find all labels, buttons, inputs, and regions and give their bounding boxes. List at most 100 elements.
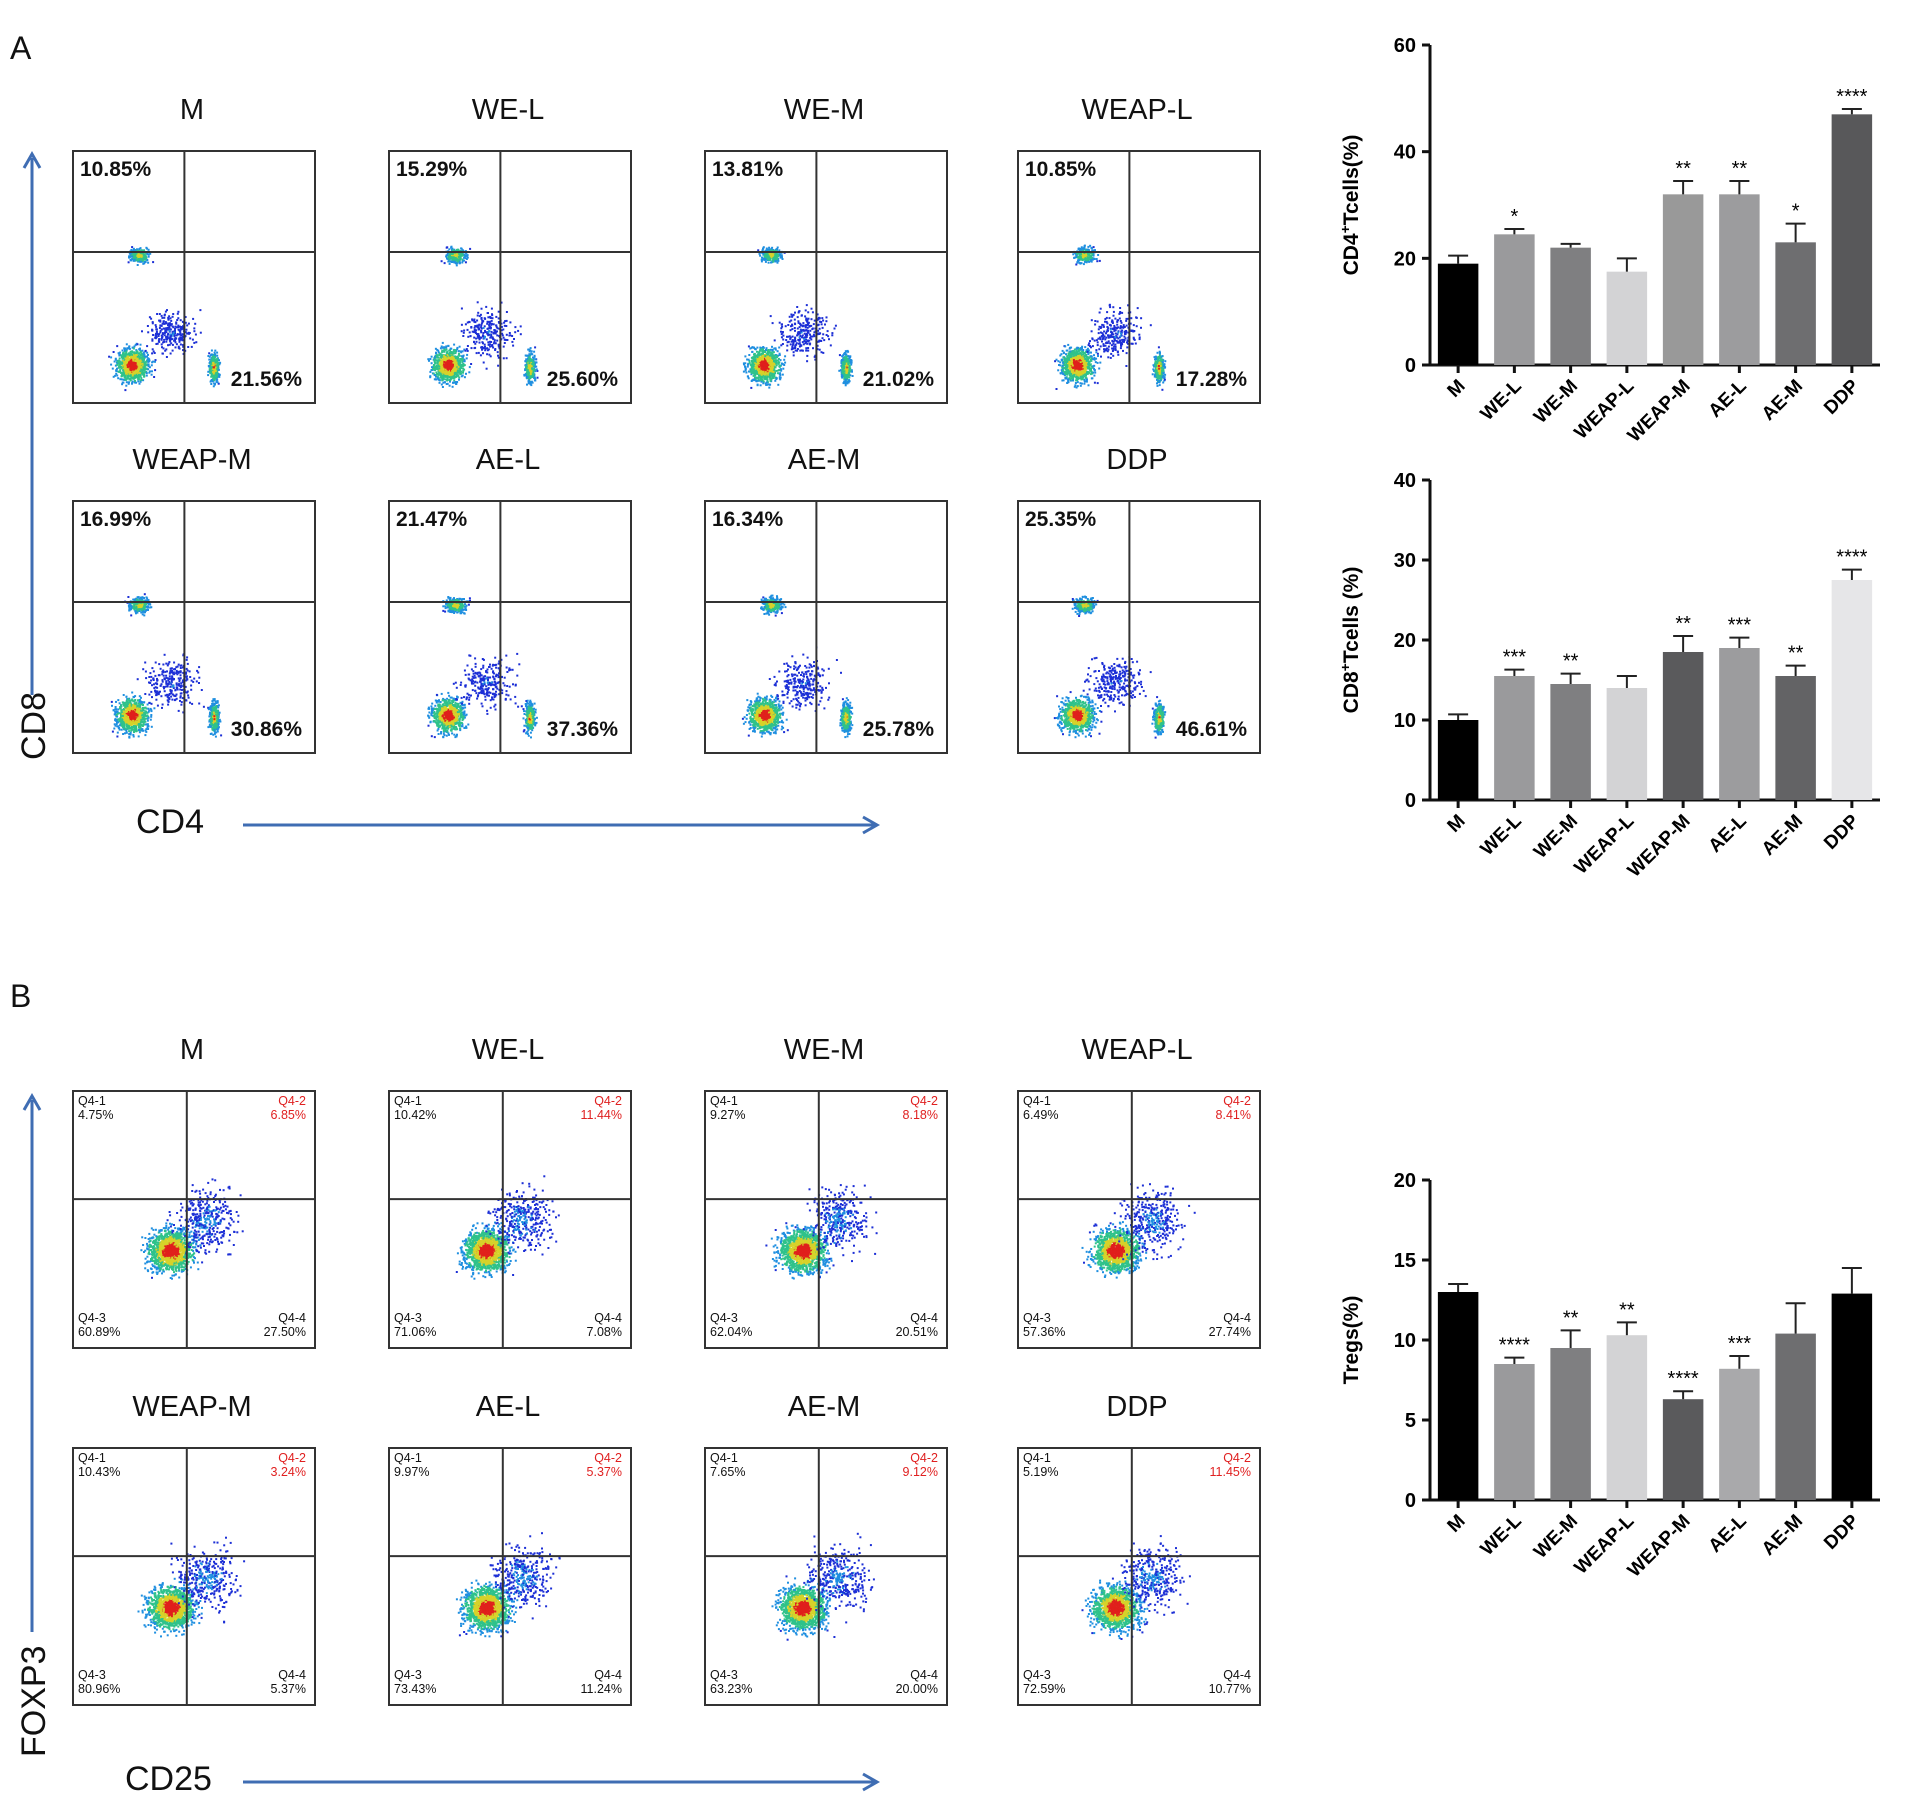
bar	[1606, 271, 1648, 365]
quadrant-q4-value: 11.24%	[542, 1682, 622, 1696]
flow-dot-plot	[72, 1090, 316, 1349]
quadrant-q4-value: 27.74%	[1171, 1325, 1251, 1339]
y-axis-title: CD4+Tcells(%)	[1337, 135, 1363, 276]
y-tick-label: 10	[1394, 710, 1416, 732]
flow-dot-plot	[1017, 150, 1261, 404]
flow-dot-plot	[1017, 500, 1261, 754]
x-tick-label: AE-M	[1758, 811, 1807, 860]
x-tick-label: AE-L	[1705, 810, 1751, 856]
bar	[1550, 247, 1591, 365]
bar	[1606, 688, 1648, 800]
significance-label: *	[1792, 201, 1800, 223]
bar	[1550, 1348, 1591, 1500]
tregs-bar-chart: 05101520Tregs(%)M****WE-L**WE-M**WEAP-L*…	[1340, 1170, 1880, 1582]
quadrant-q4-value: 5.37%	[226, 1682, 306, 1696]
quadrant-q2-label: Q4-2	[542, 1094, 622, 1108]
y-tick-label: 5	[1405, 1410, 1416, 1432]
flow-plot-title: WE-L	[348, 94, 668, 127]
quadrant-q4-label: Q4-4	[542, 1668, 622, 1682]
bar	[1494, 676, 1535, 800]
flow-dot-plot	[704, 500, 948, 754]
flow-dot-plot	[388, 500, 632, 754]
quadrant-q1-label: Q4-1	[710, 1451, 738, 1465]
bar	[1662, 194, 1704, 365]
quadrant-q3-label: Q4-3	[1023, 1668, 1051, 1682]
lower-right-percent: 25.78%	[854, 718, 934, 742]
y-tick-label: 10	[1394, 1330, 1416, 1352]
quadrant-q2-label: Q4-2	[226, 1451, 306, 1465]
x-tick-label: M	[1444, 376, 1470, 402]
flow-dot-plot	[704, 150, 948, 404]
flow-dot-plot	[704, 1447, 948, 1706]
quadrant-q1-value: 10.42%	[394, 1108, 436, 1122]
quadrant-q1-label: Q4-1	[1023, 1451, 1051, 1465]
y-tick-label: 0	[1405, 790, 1416, 812]
bar	[1719, 648, 1760, 800]
panel-b-x-arrow	[243, 1772, 883, 1792]
significance-label: **	[1675, 613, 1691, 635]
significance-label: ****	[1668, 1368, 1699, 1390]
upper-left-percent: 21.47%	[396, 508, 467, 532]
bar	[1662, 1399, 1704, 1500]
x-tick-label: AE-L	[1705, 375, 1751, 421]
significance-label: **	[1675, 158, 1691, 180]
quadrant-q1-label: Q4-1	[710, 1094, 738, 1108]
y-tick-label: 0	[1405, 1490, 1416, 1512]
y-tick-label: 40	[1394, 470, 1416, 492]
panel-b-letter: B	[10, 978, 31, 1015]
significance-label: **	[1732, 158, 1748, 180]
significance-label: **	[1563, 651, 1579, 673]
lower-right-percent: 46.61%	[1167, 718, 1247, 742]
flow-dot-plot	[388, 1447, 632, 1706]
flow-plot-title: AE-L	[348, 444, 668, 477]
y-tick-label: 30	[1394, 550, 1416, 572]
quadrant-q1-value: 7.65%	[710, 1465, 745, 1479]
flow-plot-title: WEAP-L	[977, 94, 1297, 127]
quadrant-q2-value: 8.18%	[858, 1108, 938, 1122]
quadrant-q3-label: Q4-3	[710, 1311, 738, 1325]
significance-label: ***	[1503, 647, 1527, 669]
bar	[1719, 194, 1760, 365]
bar	[1831, 580, 1873, 800]
lower-right-percent: 21.02%	[854, 368, 934, 392]
quadrant-q1-value: 4.75%	[78, 1108, 113, 1122]
quadrant-q3-value: 57.36%	[1023, 1325, 1065, 1339]
flow-plot-title: WEAP-M	[32, 1391, 352, 1424]
significance-label: **	[1619, 1299, 1635, 1321]
flow-dot-plot	[704, 1090, 948, 1349]
quadrant-q2-value: 8.41%	[1171, 1108, 1251, 1122]
quadrant-q1-label: Q4-1	[1023, 1094, 1051, 1108]
lower-right-percent: 30.86%	[222, 718, 302, 742]
significance-label: ***	[1728, 615, 1752, 637]
quadrant-q3-value: 63.23%	[710, 1682, 752, 1696]
flow-plot-title: WE-L	[348, 1034, 668, 1067]
y-tick-label: 0	[1405, 355, 1416, 377]
flow-dot-plot	[72, 150, 316, 404]
flow-plot-title: WE-M	[664, 94, 984, 127]
panel-b-y-arrow	[22, 1092, 42, 1632]
upper-left-percent: 25.35%	[1025, 508, 1096, 532]
quadrant-q3-label: Q4-3	[394, 1668, 422, 1682]
flow-plot-title: DDP	[977, 1391, 1297, 1424]
x-tick-label: DDP	[1820, 375, 1863, 418]
quadrant-q1-label: Q4-1	[394, 1451, 422, 1465]
panel-b-x-axis-label: CD25	[125, 1760, 212, 1799]
bar	[1719, 1368, 1760, 1500]
y-tick-label: 60	[1394, 35, 1416, 57]
panel-b-y-axis-label: FOXP3	[15, 1646, 54, 1757]
quadrant-q1-value: 6.49%	[1023, 1108, 1058, 1122]
quadrant-q3-label: Q4-3	[1023, 1311, 1051, 1325]
bar	[1606, 1335, 1648, 1500]
y-axis-title: CD8+Tcells (%)	[1337, 567, 1363, 714]
quadrant-q2-value: 9.12%	[858, 1465, 938, 1479]
quadrant-q2-label: Q4-2	[858, 1094, 938, 1108]
y-axis-title: Tregs(%)	[1340, 1296, 1363, 1385]
x-tick-label: AE-M	[1758, 1511, 1807, 1560]
significance-label: **	[1788, 643, 1804, 665]
quadrant-q2-value: 11.44%	[542, 1108, 622, 1122]
bar	[1662, 652, 1704, 800]
quadrant-q3-label: Q4-3	[710, 1668, 738, 1682]
significance-label: ***	[1728, 1333, 1752, 1355]
x-tick-label: WE-M	[1530, 811, 1582, 863]
